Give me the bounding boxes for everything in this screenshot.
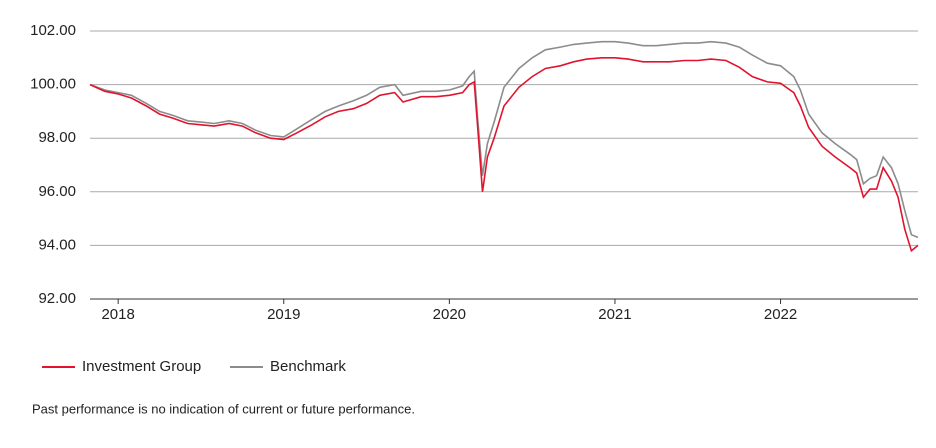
y-tick-label: 98.00 — [38, 129, 76, 146]
x-tick-label: 2020 — [433, 306, 466, 323]
y-tick-label: 92.00 — [38, 290, 76, 307]
x-tick-label: 2019 — [267, 306, 300, 323]
legend-label: Benchmark — [270, 358, 346, 375]
y-tick-label: 100.00 — [30, 76, 76, 93]
x-tick-label: 2021 — [598, 306, 631, 323]
y-tick-label: 102.00 — [30, 22, 76, 39]
legend-label: Investment Group — [82, 358, 201, 375]
footnote: Past performance is no indication of cur… — [32, 401, 415, 416]
y-tick-label: 94.00 — [38, 236, 76, 253]
x-tick-label: 2022 — [764, 306, 797, 323]
y-tick-label: 96.00 — [38, 183, 76, 200]
x-tick-label: 2018 — [101, 306, 134, 323]
series-line — [89, 57, 919, 253]
series-line — [89, 40, 919, 239]
